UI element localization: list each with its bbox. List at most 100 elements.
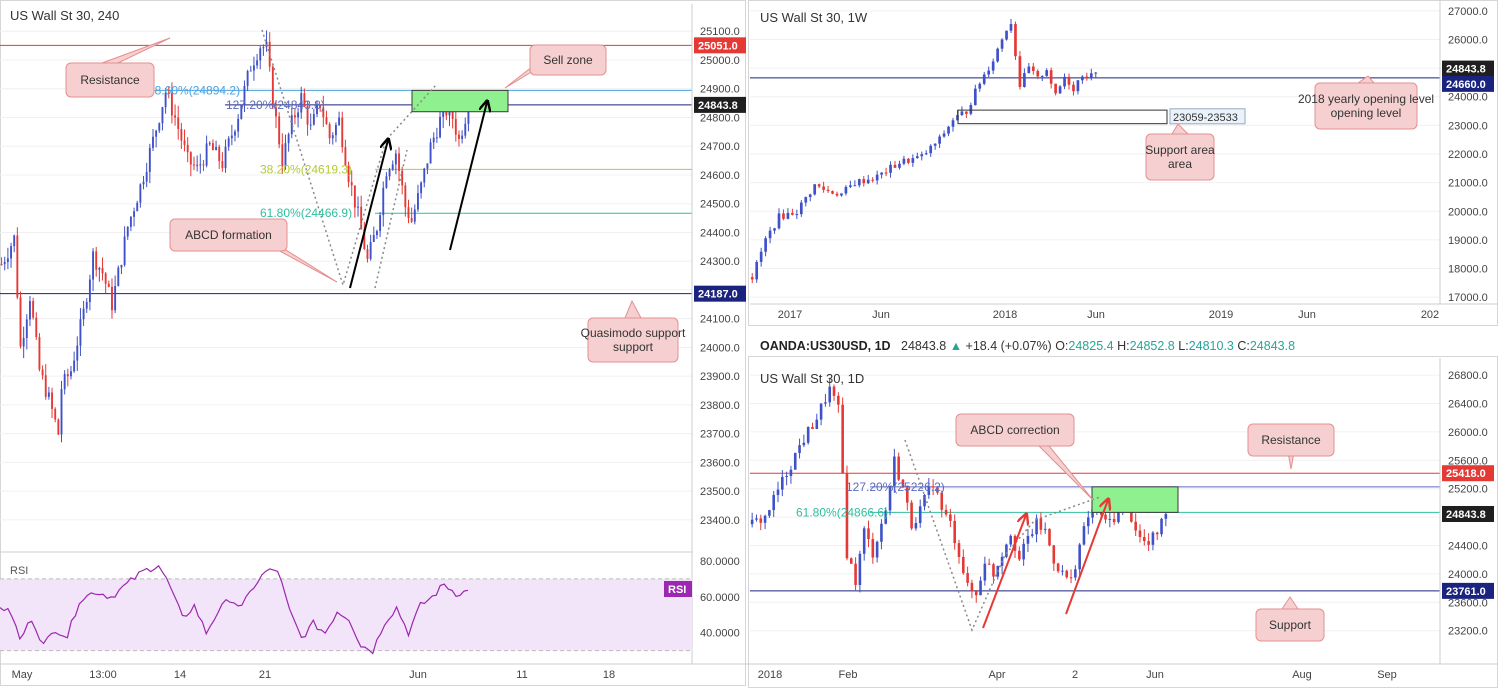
candle-body [777,213,781,229]
candle-body [947,126,950,134]
candle-body [63,374,66,390]
candle-body [120,264,123,268]
candle-body [884,510,888,524]
candle-body [902,158,906,164]
candle-body [849,558,853,564]
candle-body [454,118,457,135]
x-tick-label: 2 [1072,669,1078,681]
callout-box [1255,608,1325,642]
candle-body [1031,66,1035,71]
candle-body [221,161,224,169]
candle-body [1040,75,1044,77]
candle-body [962,556,965,574]
candle-body [791,212,794,215]
candle-body [889,164,892,173]
candle-body [79,319,82,346]
candle-body [832,386,836,396]
candle-body [1035,518,1038,535]
candle-body [776,489,780,495]
candle-body [88,279,91,302]
candle-body [155,130,158,137]
candle-body [145,171,148,182]
candle-body [835,193,839,196]
candle-body [10,246,12,259]
weekly-candles [750,19,1098,284]
weekly-overlays: 23059-23533 2018 yearly opening levelopen… [957,75,1434,181]
candle-body [1009,535,1013,545]
y-tick-label: 24000.0 [700,342,740,354]
fib-786-label: 78.60%(24894.2) [148,83,240,97]
h4-price-axis: 25100.0 25000.0 24900.0 24800.0 24700.0 24600… [691,4,746,664]
candle-body [1005,544,1008,557]
weekly-chart-title: US Wall St 30, 1W [760,10,868,25]
y-tick-label: 23800.0 [700,400,740,412]
price-tag-bg [694,96,746,113]
candle-body [341,117,344,148]
candle-body [139,184,142,203]
leg-arrow-1 [349,140,388,289]
open-label: O: [1055,339,1069,353]
candle-body [44,375,47,397]
y-tick-label: 17000.0 [1448,292,1488,304]
candle-body [960,111,964,116]
candle-body [180,128,183,141]
candle-body [92,251,94,280]
candle-body [234,131,236,136]
candle-body [837,395,840,405]
candle-body [129,216,132,227]
candle-body [256,60,259,66]
x-tick-label: 14 [174,669,186,681]
candle-body [915,156,919,159]
y-tick-label: 24600.0 [700,170,740,182]
low-value: 24810.3 [1188,339,1234,353]
candle-body [866,179,870,184]
y-tick-label: 24000.0 [1448,569,1488,581]
close-label: C: [1237,339,1250,353]
sell-zone-rect [411,89,509,113]
candle-body [376,231,378,236]
candle-body [897,456,900,480]
candle-body [970,582,974,592]
x-tick-label: 2018 [993,309,1017,321]
candle-body [467,104,470,124]
h4-time-axis: May 13:00 14 21 Jun 11 18 [0,663,762,681]
callout-box [169,218,288,252]
candle-body [357,206,359,208]
y-tick-label: 23200.0 [1448,626,1488,638]
open-value: 24825.4 [1068,339,1114,353]
candle-body [391,164,394,170]
candle-body [956,115,959,121]
daily-time-axis: 2018 Feb Apr 2 Jun Aug Sep [750,663,1498,681]
x-tick-label: May [12,669,33,681]
fib-618-label: 61.80%(24466.9) [260,206,352,220]
candle-body [148,147,151,172]
candle-body [1082,526,1086,545]
candle-body [215,146,218,151]
x-tick-label: 11 [516,669,527,681]
x-tick-label: Feb [839,669,858,681]
callout-pointer [101,37,171,64]
candle-body [306,105,309,125]
candle-body [1078,544,1081,570]
candle-body [781,476,784,490]
candle-body [923,494,926,507]
candle-body [76,345,79,361]
leg-arrow-2 [449,102,487,251]
candle-body [243,86,246,106]
candle-body [951,120,955,127]
candle-body [41,369,44,376]
candle-body [1072,84,1075,92]
candle-body [942,133,946,137]
price-tag-bg [1442,60,1494,77]
candle-body [227,138,230,147]
candle-body [1036,70,1040,77]
candle-body [60,389,63,435]
candle-body [240,105,243,119]
candle-body [944,509,948,515]
candle-body [1155,532,1159,535]
candle-body [911,158,915,163]
candle-body [849,185,852,187]
candle-body [293,115,296,118]
daily-red-arrow-1 [982,515,1026,629]
candle-body [924,153,928,155]
